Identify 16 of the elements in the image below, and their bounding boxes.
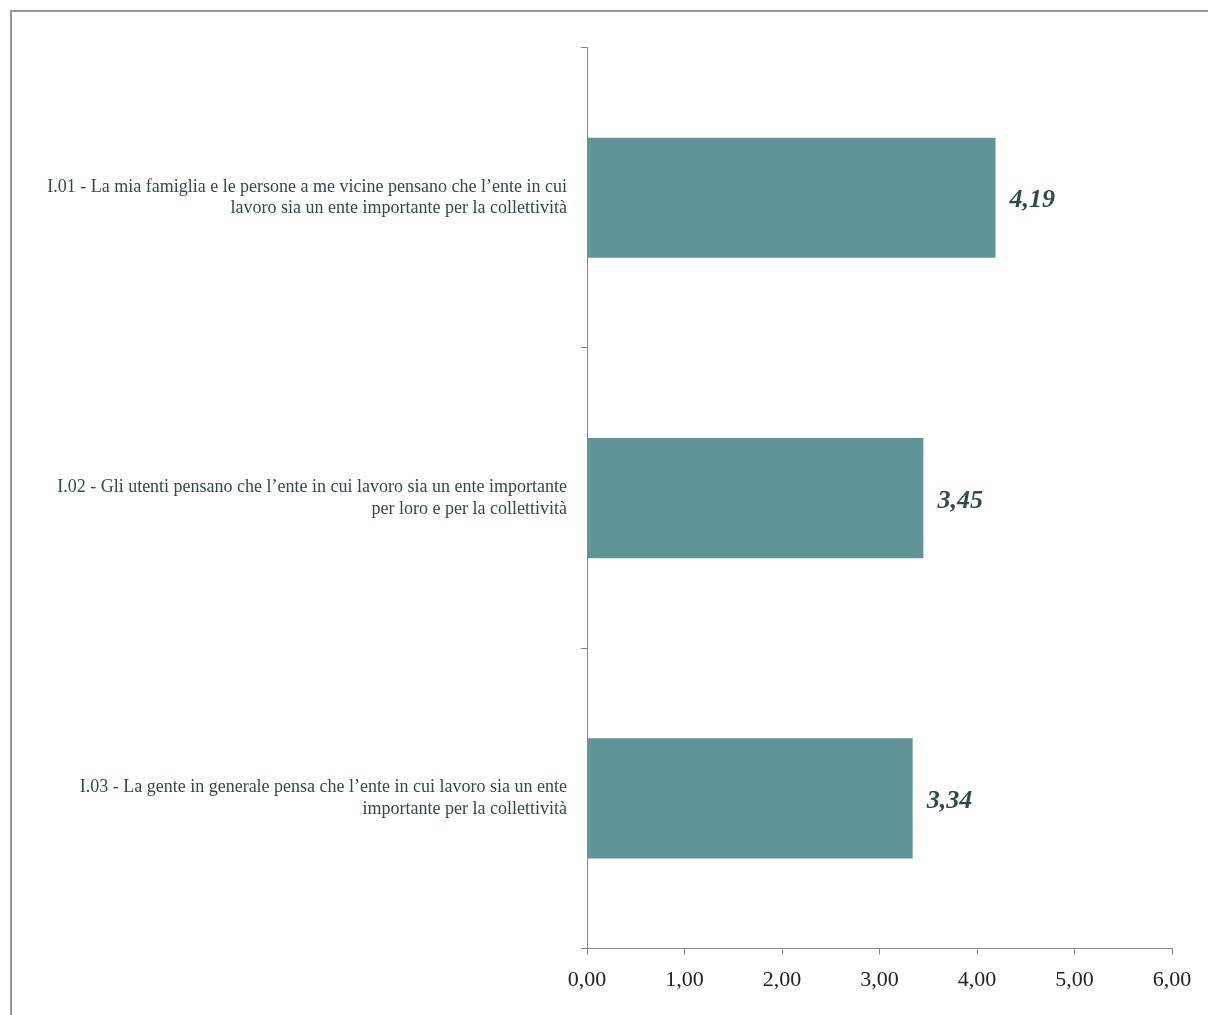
bar — [587, 137, 996, 258]
bar — [587, 438, 924, 559]
x-tick-label: 6,00 — [1152, 965, 1192, 991]
data-label: 3,34 — [925, 785, 973, 815]
x-tick-label: 4,00 — [957, 965, 997, 991]
data-label: 4,19 — [1008, 184, 1056, 214]
x-tick-label: 2,00 — [762, 965, 802, 991]
x-tick-label: 0,00 — [567, 965, 607, 991]
data-label: 3,45 — [936, 484, 983, 514]
y-tick-label: I.02 - Gli utenti pensano che l’ente in cui lavoro sia un ente importante per loro e per la collettività — [57, 476, 567, 518]
x-tick-label: 3,00 — [860, 965, 899, 991]
x-tick-label: 5,00 — [1055, 965, 1094, 991]
x-tick-label: 1,00 — [665, 965, 704, 991]
bar — [587, 738, 913, 859]
y-tick-label: I.01 - La mia famiglia e le persone a me vicine pensano che l’ente in cui lavoro sia un ente importante per la collettività — [47, 175, 567, 218]
y-tick-label: I.03 - La gente in generale pensa che l’ente in cui lavoro sia un ente importante per la collettività — [79, 776, 568, 818]
